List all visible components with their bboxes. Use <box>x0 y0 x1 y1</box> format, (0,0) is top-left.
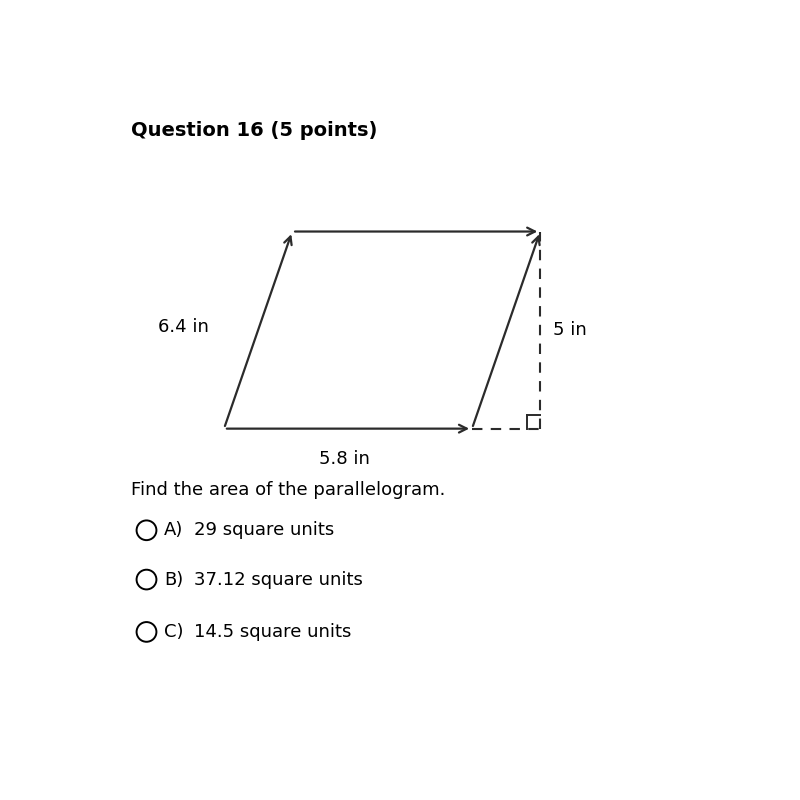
Text: Question 16 (5 points): Question 16 (5 points) <box>131 121 378 140</box>
Text: 29 square units: 29 square units <box>194 522 334 539</box>
Text: 5 in: 5 in <box>553 321 586 339</box>
Text: 37.12 square units: 37.12 square units <box>194 570 362 589</box>
Text: B): B) <box>164 570 183 589</box>
Text: 5.8 in: 5.8 in <box>319 450 370 468</box>
Text: A): A) <box>164 522 183 539</box>
Text: Find the area of the parallelogram.: Find the area of the parallelogram. <box>131 481 446 499</box>
Text: 6.4 in: 6.4 in <box>158 318 209 336</box>
Text: 14.5 square units: 14.5 square units <box>194 623 351 641</box>
Text: C): C) <box>164 623 183 641</box>
